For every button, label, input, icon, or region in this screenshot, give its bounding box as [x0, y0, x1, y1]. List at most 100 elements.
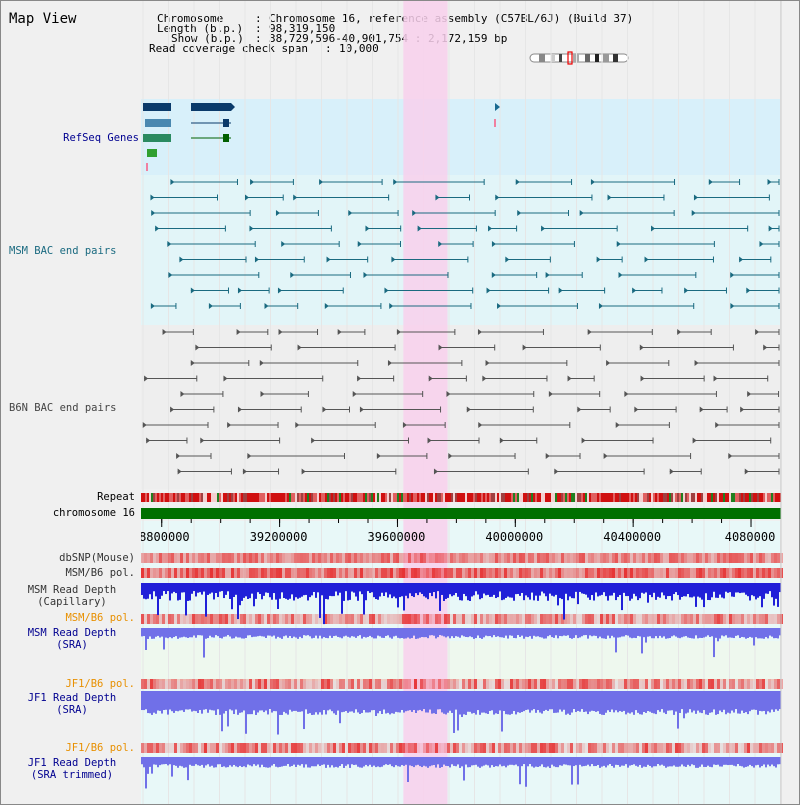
jf1-pol-mark — [519, 743, 522, 753]
jf1-pol-mark — [237, 743, 240, 753]
jf1-sra-depth-bar — [307, 691, 309, 714]
jf1-sra-depth-bar — [761, 691, 763, 712]
jf1-trim-depth-bar — [509, 757, 511, 765]
msm-capillary-depth-bar — [679, 583, 681, 600]
dbsnp-mark — [429, 553, 432, 563]
msm-pol-mark — [459, 568, 462, 578]
jf1-pol-mark — [525, 679, 528, 689]
jf1-sra-depth-bar — [373, 691, 375, 711]
track-label-refseq: RefSeq Genes — [63, 132, 139, 144]
jf1-pol-mark — [363, 679, 366, 689]
msm-pol-mark — [363, 568, 366, 578]
jf1-sra-depth-bar — [141, 691, 143, 711]
jf1-pol-mark — [636, 743, 639, 753]
jf1-pol-mark — [768, 679, 771, 689]
dbsnp-mark — [402, 553, 405, 563]
dbsnp-mark — [633, 553, 636, 563]
jf1-pol-mark — [558, 679, 561, 689]
repeat-mark — [633, 493, 635, 502]
msm-bac-pair-arrow — [644, 256, 649, 263]
msm-capillary-depth-bar — [329, 583, 331, 596]
msm-pol-mark — [573, 614, 576, 624]
jf1-trim-depth-bar — [581, 757, 583, 767]
jf1-sra-depth-bar — [527, 691, 529, 710]
jf1-trim-depth-bar — [419, 757, 421, 767]
jf1-trim-depth-bar — [303, 757, 305, 768]
jf1-pol-mark — [705, 679, 708, 689]
jf1-pol-mark — [555, 743, 558, 753]
msm-sra-depth-bar — [225, 628, 227, 637]
jf1-pol-mark — [657, 679, 660, 689]
jf1-pol-mark — [675, 679, 678, 689]
msm-capillary-depth-bar — [743, 583, 745, 593]
axis-tick-label: 39200000 — [250, 530, 308, 544]
b6n-bac-pair-arrow — [170, 406, 175, 413]
jf1-trim-depth-bar — [267, 757, 269, 768]
jf1-pol-mark — [255, 743, 258, 753]
dbsnp-mark — [519, 553, 522, 563]
msm-capillary-depth-bar — [403, 583, 405, 611]
jf1-pol-mark — [612, 743, 615, 753]
msm-capillary-depth-bar — [459, 583, 461, 601]
jf1-sra-depth-bar — [261, 691, 263, 711]
msm-sra-depth-bar — [575, 628, 577, 636]
jf1-trim-depth-bar — [191, 757, 193, 766]
jf1-pol-mark — [750, 743, 753, 753]
msm-capillary-depth-bar — [249, 583, 251, 599]
jf1-sra-depth-bar — [321, 691, 323, 715]
repeat-mark — [333, 493, 335, 502]
msm-sra-depth-bar — [589, 628, 591, 636]
dbsnp-mark — [204, 553, 207, 563]
jf1-pol-mark — [549, 679, 552, 689]
jf1-pol-mark — [252, 679, 255, 689]
jf1-trim-depth-bar — [437, 757, 439, 765]
jf1-sra-depth-bar — [743, 691, 745, 714]
repeat-mark — [153, 493, 155, 502]
msm-capillary-depth-bar — [523, 583, 525, 601]
jf1-sra-depth-bar — [421, 691, 423, 712]
msm-pol-mark — [495, 568, 498, 578]
msm-capillary-depth-bar — [511, 583, 513, 598]
jf1-sra-depth-bar — [687, 691, 689, 713]
msm-capillary-depth-bar — [493, 583, 495, 595]
msm-pol-mark — [195, 568, 198, 578]
jf1-sra-depth-bar — [339, 691, 341, 724]
jf1-trim-depth-bar — [519, 757, 521, 785]
msm-capillary-depth-bar — [295, 583, 297, 598]
jf1-sra-depth-bar — [263, 691, 265, 713]
msm-pol-mark — [567, 568, 570, 578]
jf1-sra-depth-bar — [625, 691, 627, 715]
b6n-bac-pair-arrow — [699, 406, 704, 413]
genome-track-canvas[interactable]: 3880000039200000396000004000000040400000… — [141, 1, 783, 804]
repeat-mark — [653, 493, 655, 502]
dbsnp-mark — [582, 553, 585, 563]
repeat-mark — [193, 493, 195, 502]
dbsnp-mark — [726, 553, 729, 563]
repeat-mark — [211, 493, 213, 502]
jf1-trim-depth-bar — [595, 757, 597, 767]
msm-sra-depth-bar — [691, 628, 693, 639]
msm-sra-depth-bar — [563, 628, 565, 636]
msm-capillary-depth-bar — [147, 583, 149, 599]
msm-sra-depth-bar — [299, 628, 301, 637]
jf1-pol-mark — [411, 743, 414, 753]
dbsnp-mark — [270, 553, 273, 563]
jf1-trim-depth-bar — [683, 757, 685, 767]
jf1-trim-depth-bar — [705, 757, 707, 767]
jf1-pol-mark — [507, 679, 510, 689]
msm-capillary-depth-bar — [259, 583, 261, 595]
msm-capillary-depth-bar — [665, 583, 667, 600]
b6n-bac-pair-arrow — [376, 453, 381, 459]
jf1-sra-depth-bar — [565, 691, 567, 715]
jf1-trim-depth-bar — [537, 757, 539, 768]
msm-pol-mark — [570, 614, 573, 624]
jf1-trim-depth-bar — [263, 757, 265, 768]
jf1-sra-depth-bar — [293, 691, 295, 711]
dbsnp-mark — [423, 553, 426, 563]
jf1-sra-depth-bar — [447, 691, 449, 713]
jf1-trim-depth-bar — [713, 757, 715, 765]
dbsnp-mark — [615, 553, 618, 563]
repeat-mark — [523, 493, 525, 502]
jf1-trim-depth-bar — [367, 757, 369, 767]
jf1-trim-depth-bar — [227, 757, 229, 768]
